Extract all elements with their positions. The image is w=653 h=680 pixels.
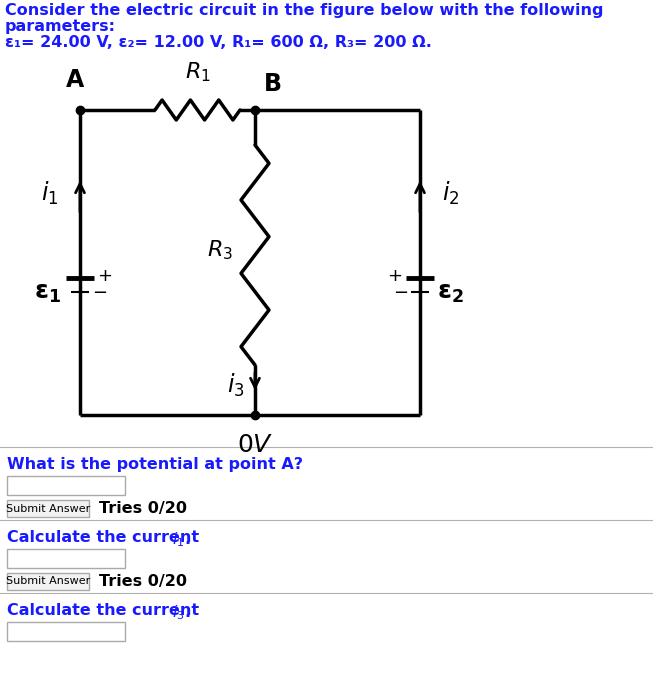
Text: $\mathbf{\mathit{R_3}}$: $\mathbf{\mathit{R_3}}$ bbox=[207, 238, 233, 262]
Text: $\mathbf{\varepsilon_1}$: $\mathbf{\varepsilon_1}$ bbox=[35, 281, 61, 305]
Text: $\mathbf{B}$: $\mathbf{B}$ bbox=[263, 72, 281, 96]
FancyBboxPatch shape bbox=[7, 573, 89, 590]
Text: $\mathbf{\mathit{R_1}}$: $\mathbf{\mathit{R_1}}$ bbox=[185, 61, 210, 84]
Text: $\mathbf{\mathit{i_2}}$: $\mathbf{\mathit{i_2}}$ bbox=[442, 180, 460, 207]
Text: Tries 0/20: Tries 0/20 bbox=[99, 501, 187, 516]
Text: $\mathbf{\mathit{i_1}}$: $\mathbf{\mathit{i_1}}$ bbox=[40, 180, 58, 207]
Text: $\mathbf{\mathit{0V}}$: $\mathbf{\mathit{0V}}$ bbox=[237, 433, 273, 457]
Text: −: − bbox=[92, 284, 107, 302]
Text: $\mathbf{A}$: $\mathbf{A}$ bbox=[65, 68, 85, 92]
FancyBboxPatch shape bbox=[7, 549, 125, 568]
Text: −: − bbox=[393, 284, 408, 302]
Text: ε₁= 24.00 V, ε₂= 12.00 V, R₁= 600 Ω, R₃= 200 Ω.: ε₁= 24.00 V, ε₂= 12.00 V, R₁= 600 Ω, R₃=… bbox=[5, 35, 432, 50]
FancyBboxPatch shape bbox=[7, 622, 125, 641]
Text: $\mathbf{\mathit{i_3}}$: $\mathbf{\mathit{i_3}}$ bbox=[227, 371, 245, 398]
Text: Submit Answer: Submit Answer bbox=[6, 503, 90, 513]
Text: Submit Answer: Submit Answer bbox=[6, 577, 90, 586]
Text: Calculate the current: Calculate the current bbox=[7, 603, 205, 618]
Text: +: + bbox=[97, 267, 112, 285]
FancyBboxPatch shape bbox=[7, 500, 89, 517]
Text: $\mathbf{\varepsilon_2}$: $\mathbf{\varepsilon_2}$ bbox=[437, 281, 464, 305]
Text: parameters:: parameters: bbox=[5, 19, 116, 34]
Text: Consider the electric circuit in the figure below with the following: Consider the electric circuit in the fig… bbox=[5, 3, 603, 18]
Text: $\mathit{i}_3$.: $\mathit{i}_3$. bbox=[172, 603, 191, 622]
Text: +: + bbox=[387, 267, 402, 285]
Text: Calculate the current: Calculate the current bbox=[7, 530, 205, 545]
Text: What is the potential at point A?: What is the potential at point A? bbox=[7, 457, 303, 472]
Text: $\mathit{i}_1$.: $\mathit{i}_1$. bbox=[172, 530, 191, 549]
Text: Tries 0/20: Tries 0/20 bbox=[99, 574, 187, 589]
FancyBboxPatch shape bbox=[7, 476, 125, 495]
